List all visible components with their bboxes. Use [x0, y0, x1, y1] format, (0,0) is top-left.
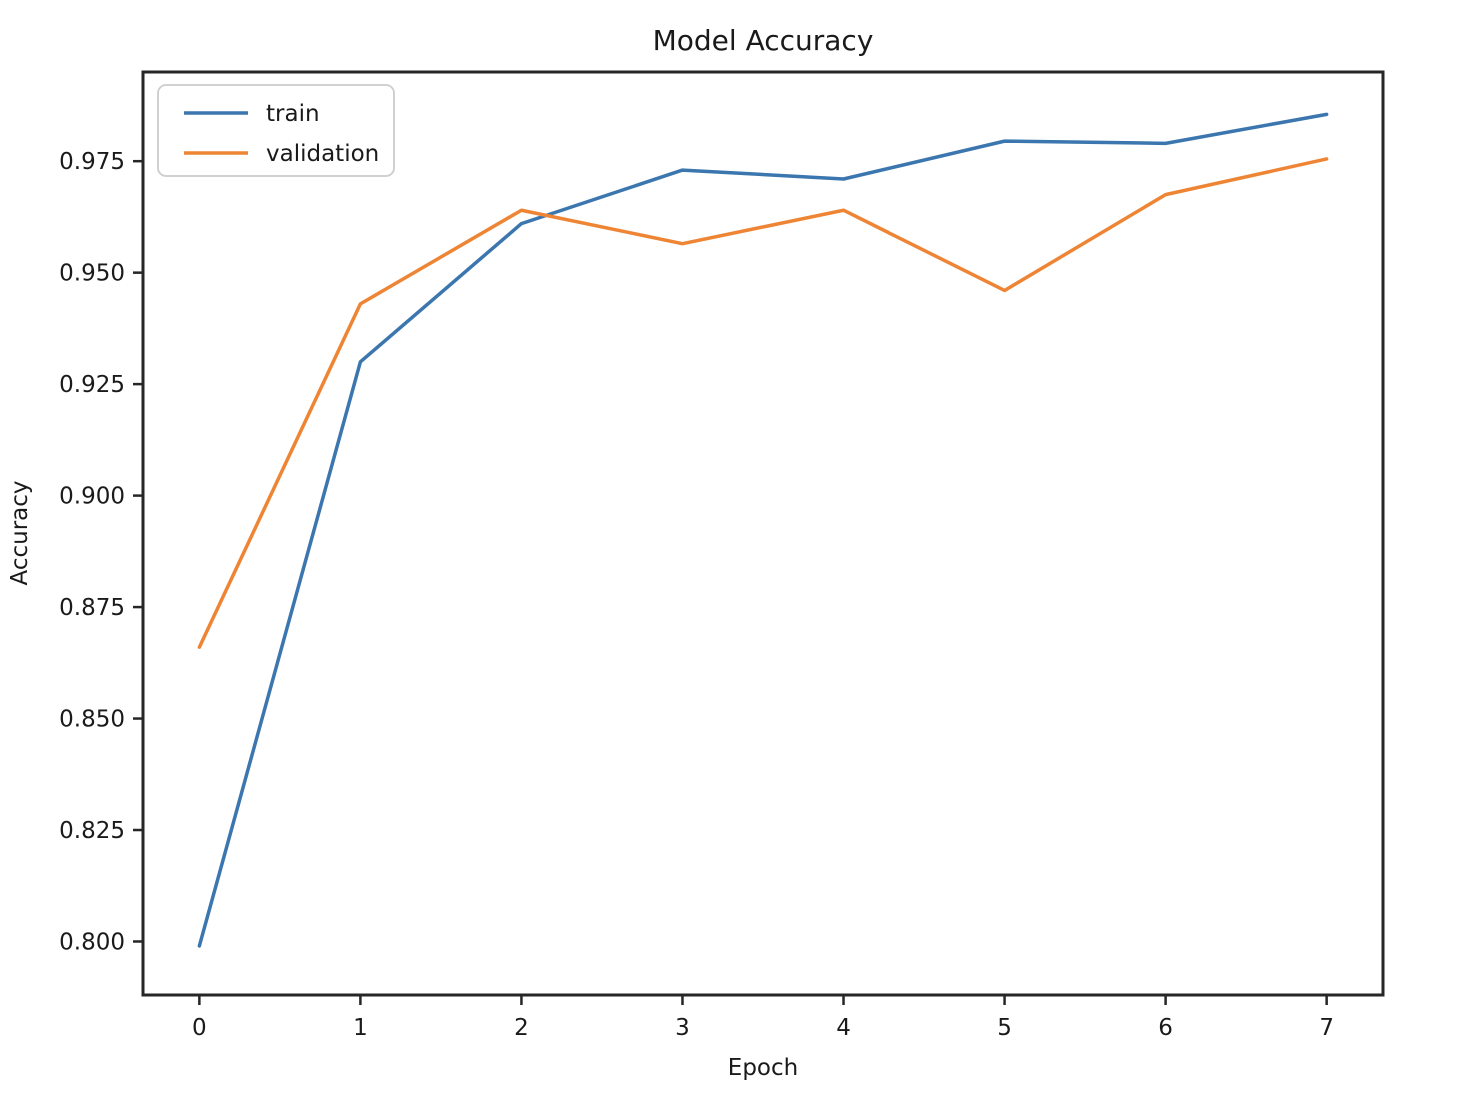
x-tick-label: 2 — [514, 1015, 529, 1041]
y-tick-label: 0.975 — [59, 149, 125, 175]
chart-title: Model Accuracy — [653, 24, 874, 57]
y-tick-label: 0.925 — [59, 372, 125, 398]
x-axis-ticks: 0 1 2 3 4 5 6 7 — [192, 995, 1334, 1041]
series-line-validation — [197, 157, 1329, 649]
legend: train validation — [157, 84, 395, 177]
y-tick-label: 0.825 — [59, 818, 125, 844]
x-tick-label: 5 — [997, 1015, 1012, 1041]
legend-label-train: train — [266, 101, 320, 127]
y-tick-label: 0.950 — [59, 261, 125, 287]
x-tick-label: 7 — [1319, 1015, 1334, 1041]
x-tick-label: 3 — [675, 1015, 690, 1041]
y-axis-label: Accuracy — [7, 480, 33, 585]
x-tick-label: 6 — [1158, 1015, 1173, 1041]
x-axis-label: Epoch — [728, 1055, 798, 1081]
y-tick-label: 0.850 — [59, 707, 125, 733]
x-tick-label: 1 — [353, 1015, 368, 1041]
x-tick-label: 4 — [836, 1015, 851, 1041]
y-tick-label: 0.875 — [59, 595, 125, 621]
series-lines — [197, 112, 1329, 948]
series-line-train — [197, 112, 1329, 948]
y-tick-label: 0.800 — [59, 929, 125, 955]
legend-label-validation: validation — [266, 141, 379, 167]
plot-frame — [141, 70, 1385, 997]
y-axis-ticks: 0.800 0.825 0.850 0.875 0.900 0.925 0.950 0.975 — [59, 149, 143, 955]
x-tick-label: 0 — [192, 1015, 207, 1041]
y-tick-label: 0.900 — [59, 484, 125, 510]
